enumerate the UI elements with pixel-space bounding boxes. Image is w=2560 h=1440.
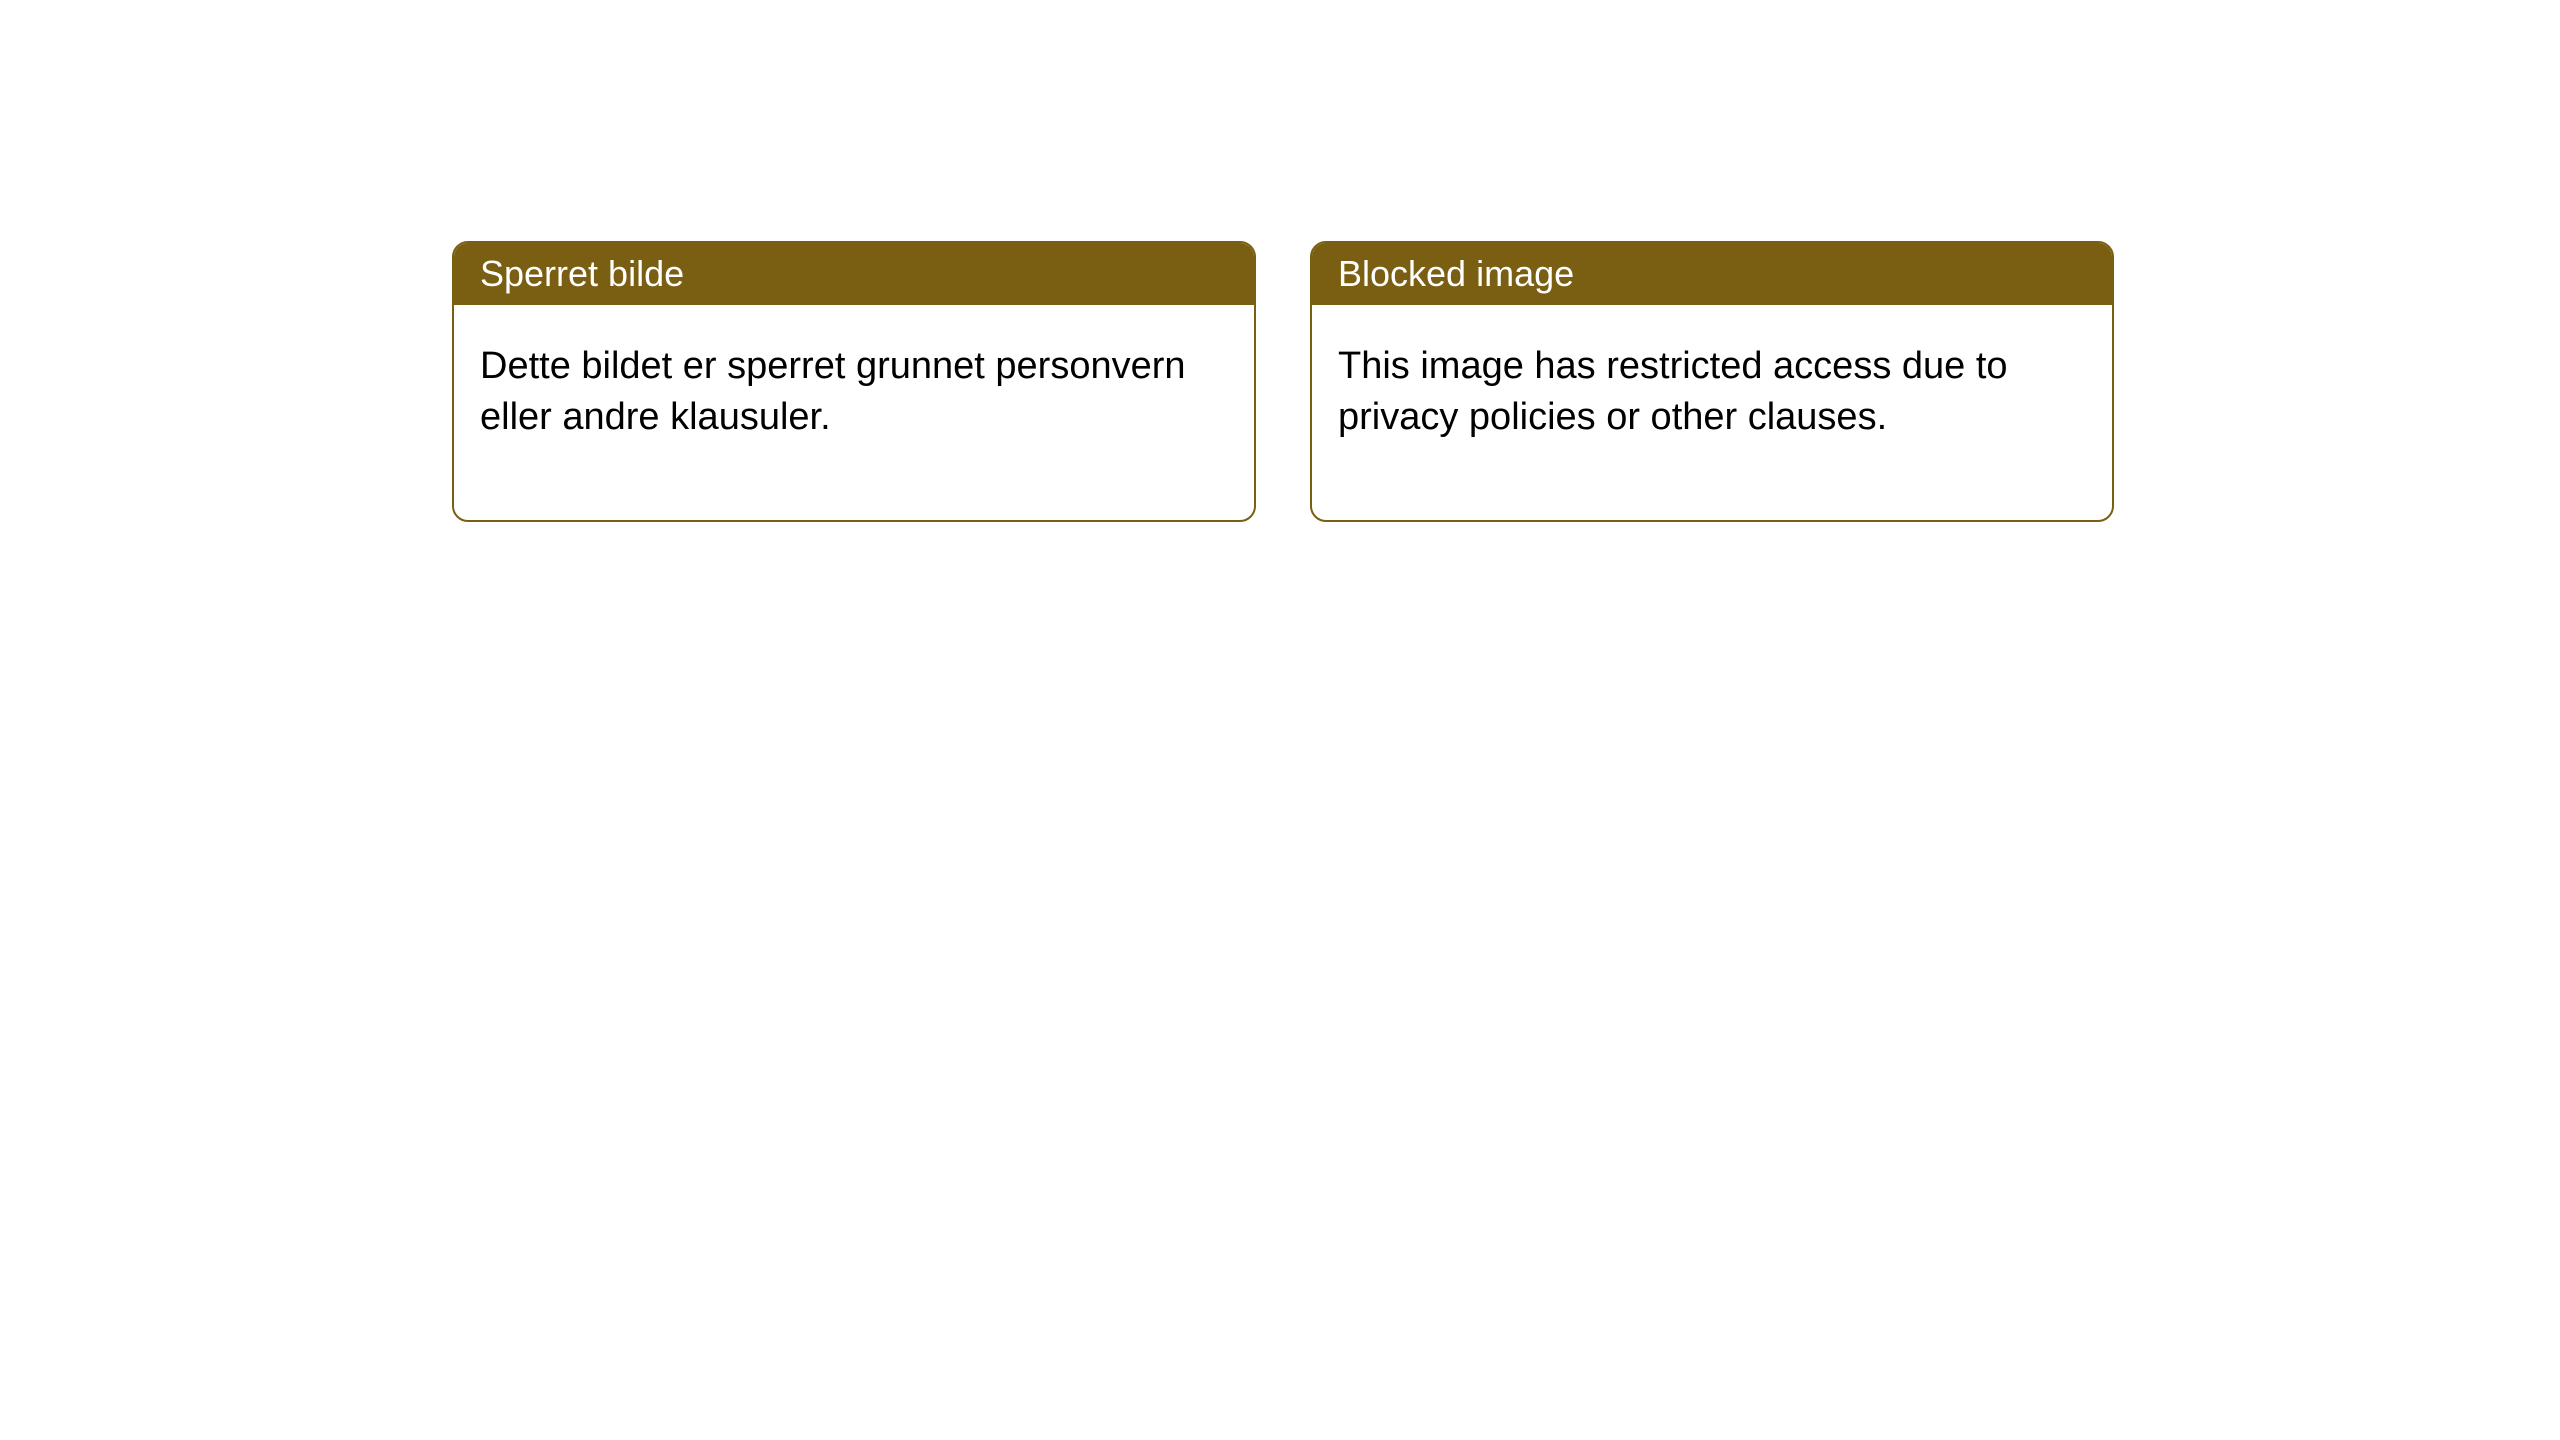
notice-card-title: Sperret bilde — [454, 243, 1254, 305]
notice-card-body: This image has restricted access due to … — [1312, 305, 2112, 520]
notice-card-english: Blocked image This image has restricted … — [1310, 241, 2114, 522]
notice-container: Sperret bilde Dette bildet er sperret gr… — [0, 0, 2560, 522]
notice-card-body: Dette bildet er sperret grunnet personve… — [454, 305, 1254, 520]
notice-card-title: Blocked image — [1312, 243, 2112, 305]
notice-card-norwegian: Sperret bilde Dette bildet er sperret gr… — [452, 241, 1256, 522]
